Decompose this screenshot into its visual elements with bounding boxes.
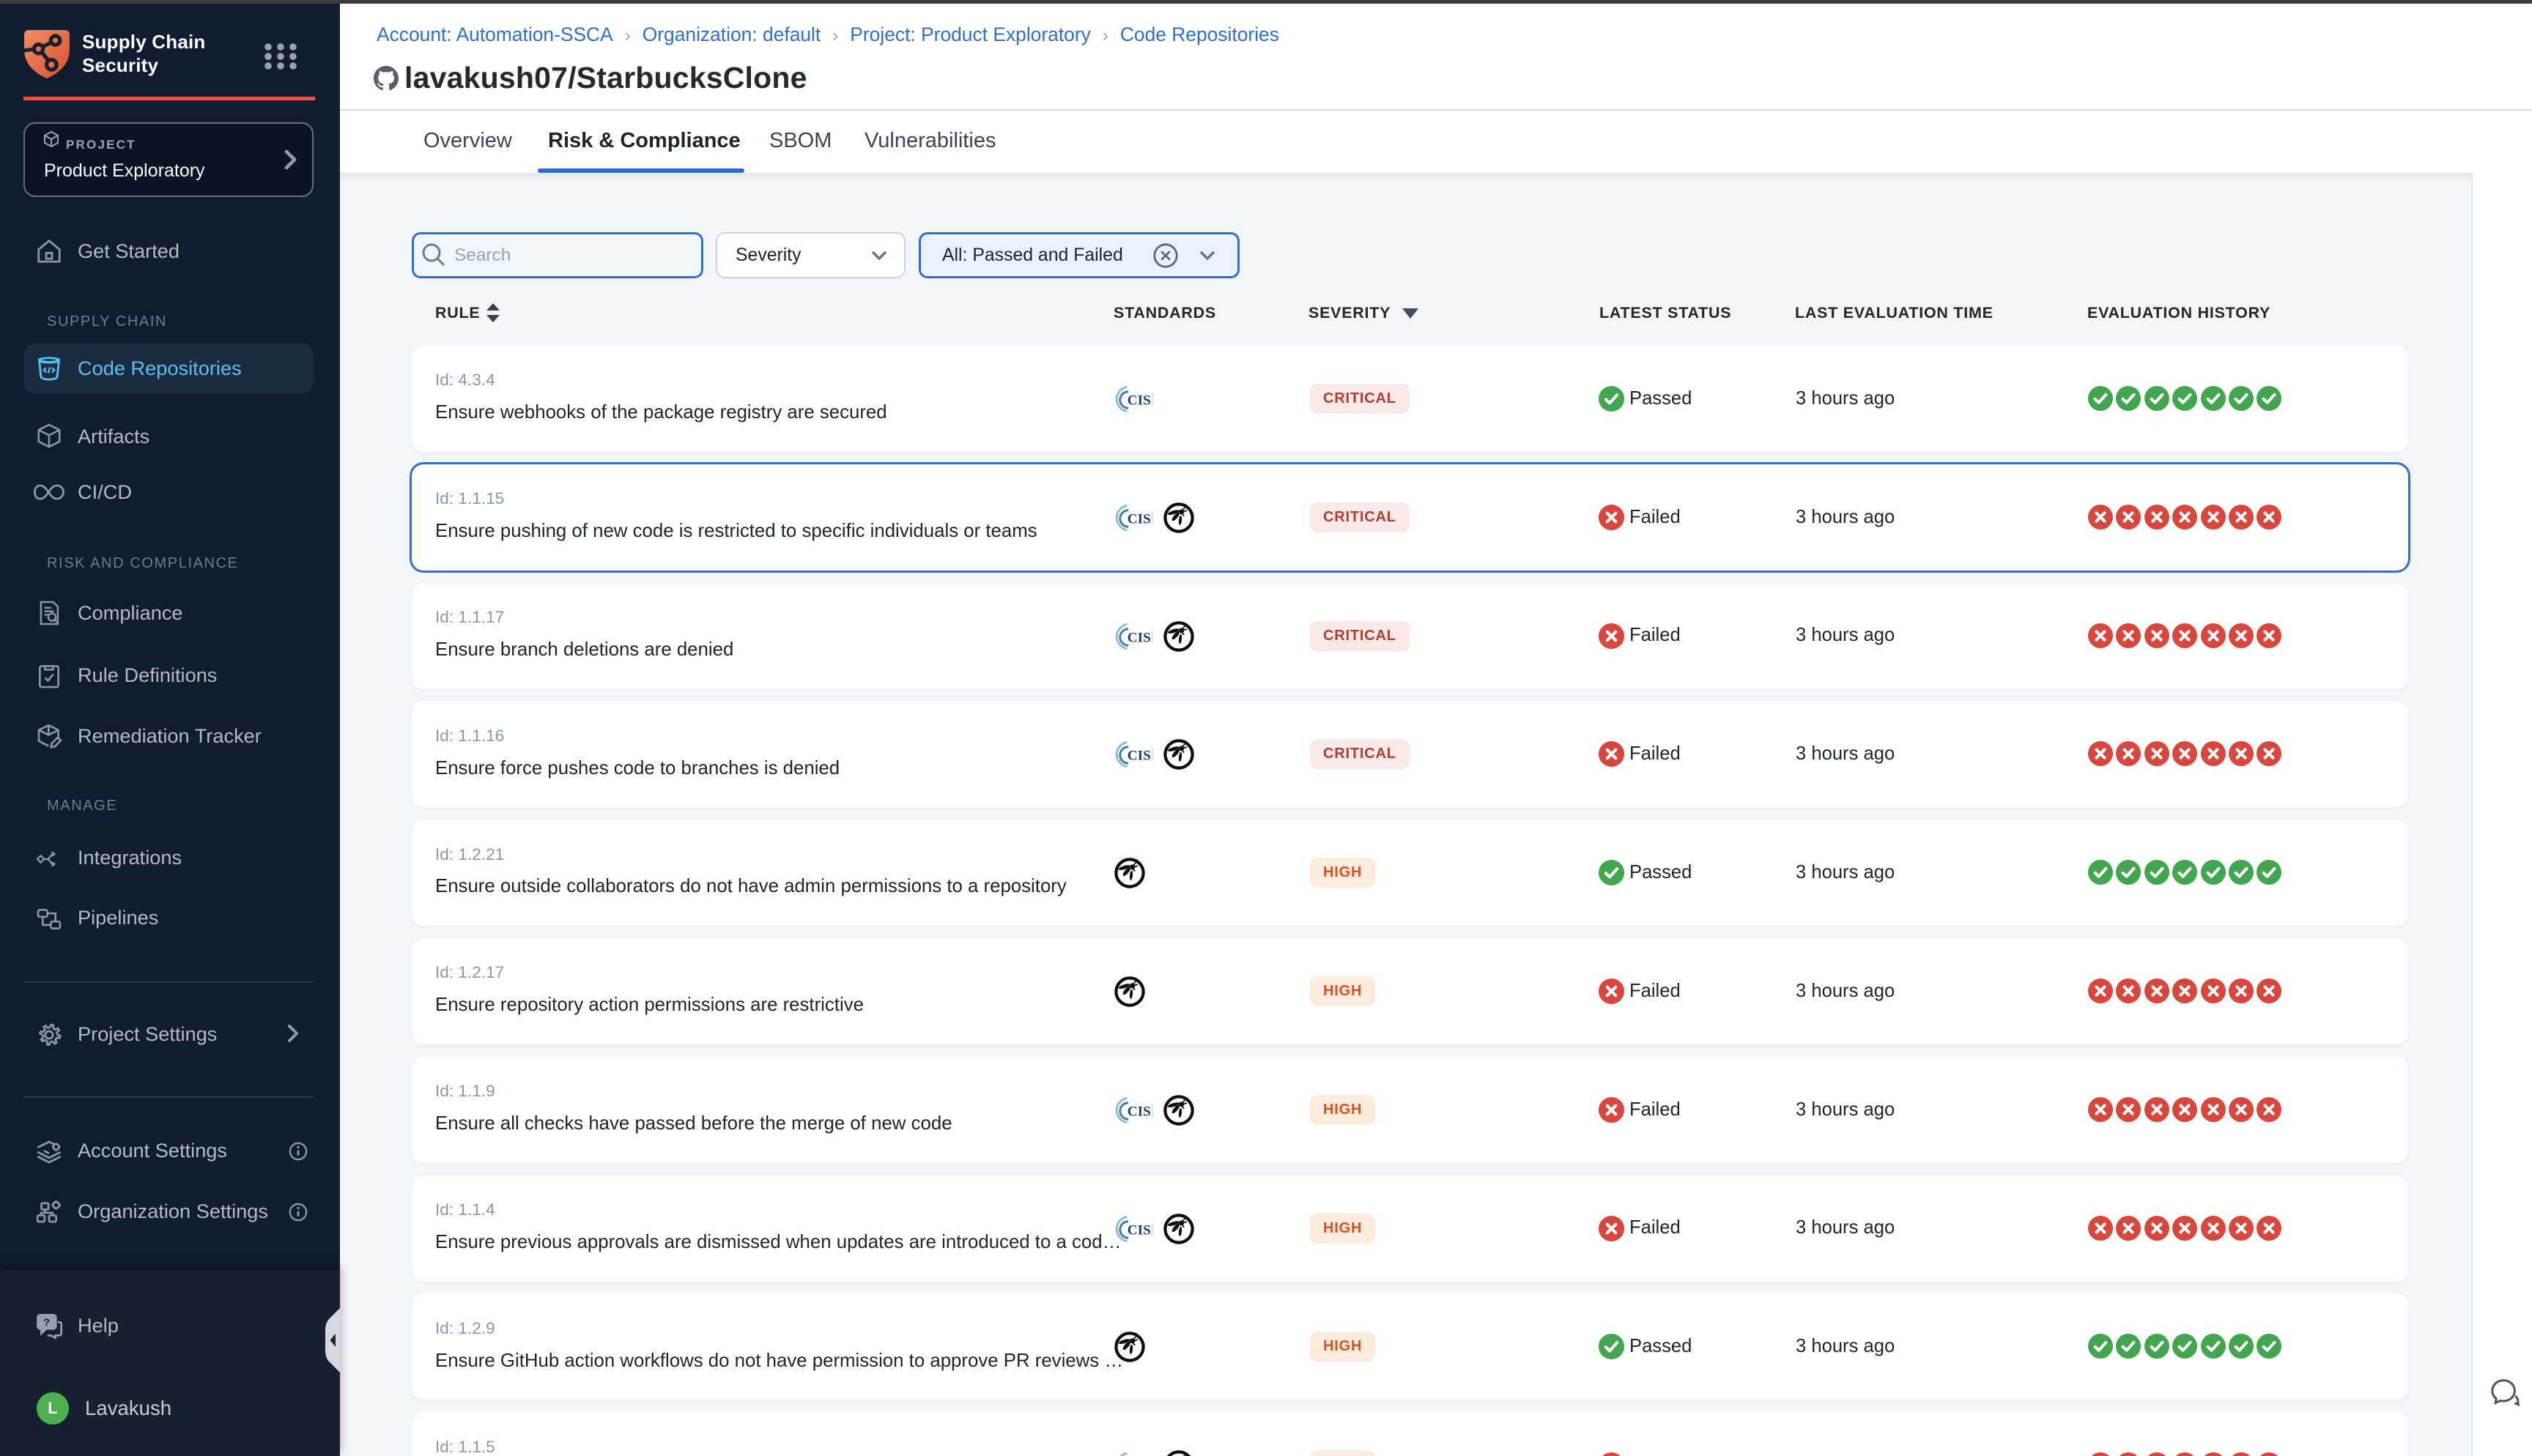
svg-text:?: ?	[43, 1318, 50, 1329]
svg-text:CIS: CIS	[1128, 1222, 1151, 1238]
svg-text:CIS: CIS	[1128, 1104, 1151, 1119]
svg-text:CIS: CIS	[1128, 511, 1151, 527]
svg-text:CIS: CIS	[1128, 630, 1151, 645]
svg-text:CIS: CIS	[1128, 749, 1151, 764]
svg-text:CIS: CIS	[1128, 393, 1151, 408]
